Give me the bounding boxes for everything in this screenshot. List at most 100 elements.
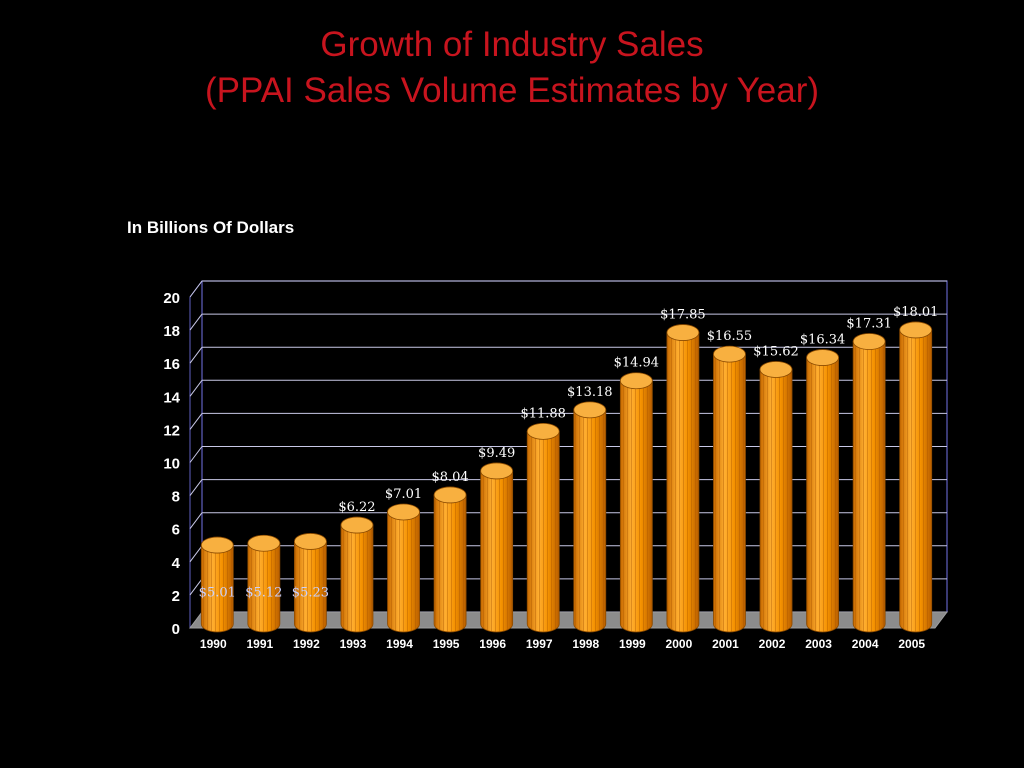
x-tick-label: 2000 [666, 637, 693, 651]
x-tick-label: 1992 [293, 637, 320, 651]
bar-cap [340, 516, 374, 534]
bar [294, 533, 327, 633]
y-tick-label: 8 [172, 489, 180, 506]
data-label: $16.34 [800, 333, 846, 348]
data-label: $5.01 [199, 586, 236, 601]
bar-texture [713, 354, 746, 632]
x-tick-label: 1990 [200, 637, 227, 651]
y-axis: 0 2 4 6 8 10 12 14 16 18 20 [163, 290, 180, 638]
bar-cap [200, 536, 234, 554]
bar [526, 422, 560, 633]
gridline-side [189, 313, 203, 331]
x-tick-label: 2004 [852, 637, 879, 651]
gridline-side [189, 346, 203, 364]
x-tick-label: 2005 [898, 637, 925, 651]
bar [619, 372, 653, 633]
bar-cap [759, 361, 793, 378]
data-label: $5.12 [245, 586, 282, 601]
x-tick-label: 2001 [712, 637, 739, 651]
x-tick-label: 1996 [479, 637, 506, 651]
data-label: $9.49 [478, 446, 515, 461]
bar-cap [806, 349, 839, 366]
bar [247, 534, 281, 633]
x-tick-label: 1995 [433, 637, 460, 651]
bar-cap [387, 503, 420, 521]
bar-texture [853, 341, 886, 632]
bar-texture [806, 357, 839, 632]
bar-cap [899, 321, 933, 339]
data-label: $16.55 [707, 329, 753, 344]
data-label: $17.85 [660, 308, 706, 323]
bar [806, 349, 839, 633]
data-label: $7.01 [385, 487, 422, 502]
gridline-side [189, 479, 203, 496]
chart-title-line2: (PPAI Sales Volume Estimates by Year) [204, 71, 820, 110]
gridline-side [189, 446, 203, 463]
x-tick-label: 1993 [340, 637, 367, 651]
gridline-side [189, 280, 203, 298]
chart-title-line1: Growth of Industry Sales [320, 25, 704, 64]
data-label: $8.04 [431, 470, 468, 485]
bar [480, 462, 514, 633]
y-axis-unit-label: In Billions Of Dollars [127, 218, 295, 237]
bar-texture [573, 409, 606, 632]
data-label: $14.94 [614, 356, 660, 371]
bar-texture [201, 545, 234, 632]
bar-cap [294, 533, 327, 550]
bar-texture [760, 369, 793, 632]
y-tick-label: 18 [163, 323, 180, 340]
bar-texture [340, 525, 373, 632]
bar-cap [666, 324, 700, 341]
gridline-side [189, 578, 203, 596]
bar-cap [619, 372, 653, 390]
y-tick-label: 4 [172, 555, 181, 572]
data-label: $6.22 [338, 500, 375, 515]
bar [200, 536, 234, 633]
bar-cap [526, 422, 560, 440]
x-tick-label: 1991 [246, 637, 273, 651]
bar [852, 333, 886, 633]
bar-texture [294, 541, 327, 632]
data-label: $18.01 [893, 305, 939, 320]
bar [759, 361, 793, 633]
x-tick-label: 1997 [526, 637, 553, 651]
data-label: $5.23 [292, 586, 329, 601]
bar [713, 345, 746, 633]
bar-texture [620, 380, 653, 632]
data-label: $11.88 [520, 406, 566, 421]
x-tick-label: 1999 [619, 637, 646, 651]
data-label: $15.62 [753, 344, 799, 359]
bar-texture [387, 511, 420, 632]
bar-cap [480, 462, 514, 480]
bar-cap [852, 333, 886, 350]
y-tick-label: 2 [172, 588, 180, 605]
data-label: $17.31 [846, 317, 892, 332]
x-tick-label: 2003 [805, 637, 832, 651]
gridline-side [189, 413, 203, 430]
y-tick-label: 16 [163, 356, 180, 373]
y-tick-label: 10 [163, 456, 180, 473]
y-tick-label: 14 [163, 389, 180, 406]
bar [573, 401, 607, 633]
bar-cap [433, 486, 467, 504]
bar [387, 503, 420, 633]
bar [899, 321, 933, 633]
data-label: $13.18 [567, 385, 613, 400]
chart-title: Growth of Industry Sales (PPAI Sales Vol… [0, 22, 1024, 114]
bar-texture [899, 329, 932, 632]
bar-texture [247, 543, 280, 632]
bar-cap [573, 401, 607, 419]
bar-cap [247, 534, 281, 552]
gridline-side [189, 545, 203, 563]
y-tick-label: 6 [172, 522, 180, 539]
x-tick-label: 1994 [386, 637, 413, 651]
bar [433, 486, 467, 633]
x-tick-label: 1998 [572, 637, 599, 651]
bar-texture [480, 470, 513, 632]
bar [666, 324, 700, 633]
data-labels: $5.01 $5.12 $5.23 $6.22 $7.01 $8.04 $9.49 $11.8… [199, 305, 939, 601]
y-tick-label: 0 [172, 621, 180, 638]
gridline-side [189, 512, 203, 530]
bar-texture [434, 494, 467, 632]
